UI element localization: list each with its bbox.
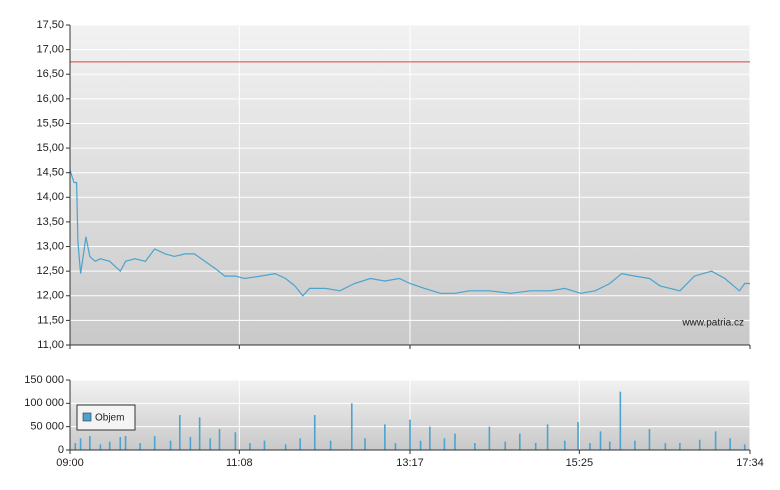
- volume-bar: [139, 443, 141, 450]
- volume-bar: [664, 443, 667, 450]
- volume-bar: [384, 424, 386, 450]
- x-tick-label: 17:34: [736, 457, 764, 469]
- volume-bar: [429, 426, 431, 450]
- volume-bar: [313, 415, 316, 450]
- volume-bar: [679, 443, 681, 450]
- volume-bar: [546, 424, 549, 450]
- volume-bar: [577, 422, 579, 450]
- y-tick-label: 16,50: [36, 68, 64, 80]
- volume-bar: [74, 443, 77, 450]
- volume-bar: [153, 436, 156, 450]
- price-line: [69, 170, 750, 297]
- volume-bar: [534, 443, 537, 450]
- volume-bar: [394, 443, 397, 450]
- y-tick-label: 17,00: [36, 44, 64, 56]
- x-tick-label: 15:25: [566, 457, 594, 469]
- volume-bar: [249, 443, 251, 450]
- y-tick-label: 13,00: [36, 240, 64, 252]
- volume-bar: [409, 419, 411, 450]
- y-tick-label: 17,50: [36, 19, 64, 31]
- volume-bar: [108, 441, 111, 450]
- volume-bar: [299, 438, 301, 450]
- volume-bar: [488, 426, 491, 450]
- volume-bar: [608, 441, 611, 450]
- volume-bar: [599, 431, 602, 450]
- volume-bar: [454, 433, 456, 450]
- y-tick-label: 100 000: [24, 397, 64, 409]
- x-tick-label: 13:17: [396, 457, 424, 469]
- volume-bar: [743, 444, 746, 450]
- volume-bar: [648, 429, 651, 450]
- volume-bar: [79, 438, 82, 450]
- volume-bar: [234, 432, 237, 450]
- volume-bar: [589, 443, 591, 450]
- volume-bar: [443, 438, 446, 450]
- volume-bar: [209, 438, 212, 450]
- y-tick-label: 16,00: [36, 93, 64, 105]
- volume-bar: [179, 415, 181, 450]
- volume-bar: [350, 403, 353, 450]
- volume-bar: [474, 443, 476, 450]
- y-tick-label: 0: [58, 444, 64, 456]
- volume-bar: [263, 440, 266, 450]
- y-tick-label: 15,00: [36, 142, 64, 154]
- y-tick-label: 12,50: [36, 265, 64, 277]
- volume-bar: [504, 441, 507, 450]
- y-tick-label: 12,00: [36, 290, 64, 302]
- x-tick-label: 11:08: [226, 457, 253, 469]
- legend-label: Objem: [95, 413, 124, 424]
- volume-bar: [698, 439, 701, 450]
- y-tick-label: 11,50: [37, 314, 64, 326]
- y-tick-label: 150 000: [24, 374, 64, 386]
- volume-bar: [634, 440, 636, 450]
- volume-bar: [169, 440, 172, 450]
- volume-bar: [563, 440, 566, 450]
- volume-bar: [99, 444, 102, 450]
- legend-swatch: [82, 412, 92, 422]
- volume-bar: [519, 433, 521, 450]
- volume-bar: [198, 417, 201, 450]
- volume-bar: [364, 438, 366, 450]
- watermark: www.patria.cz: [681, 318, 744, 329]
- y-tick-label: 14,50: [36, 167, 64, 179]
- volume-bar: [119, 436, 122, 450]
- volume-bar: [89, 436, 91, 450]
- volume-bar: [218, 429, 221, 450]
- volume-bar: [729, 438, 731, 450]
- volume-bar: [284, 444, 287, 450]
- volume-bar: [419, 440, 422, 450]
- x-tick-label: 09:00: [56, 457, 84, 469]
- y-tick-label: 15,50: [36, 117, 64, 129]
- volume-bar: [124, 436, 127, 450]
- y-tick-label: 13,50: [36, 216, 64, 228]
- y-tick-label: 50 000: [30, 421, 64, 433]
- volume-bar: [329, 440, 332, 450]
- volume-bar: [714, 431, 717, 450]
- y-tick-label: 11,00: [37, 339, 64, 351]
- volume-bar: [619, 391, 622, 450]
- volume-bar: [189, 436, 192, 450]
- y-tick-label: 14,00: [36, 191, 64, 203]
